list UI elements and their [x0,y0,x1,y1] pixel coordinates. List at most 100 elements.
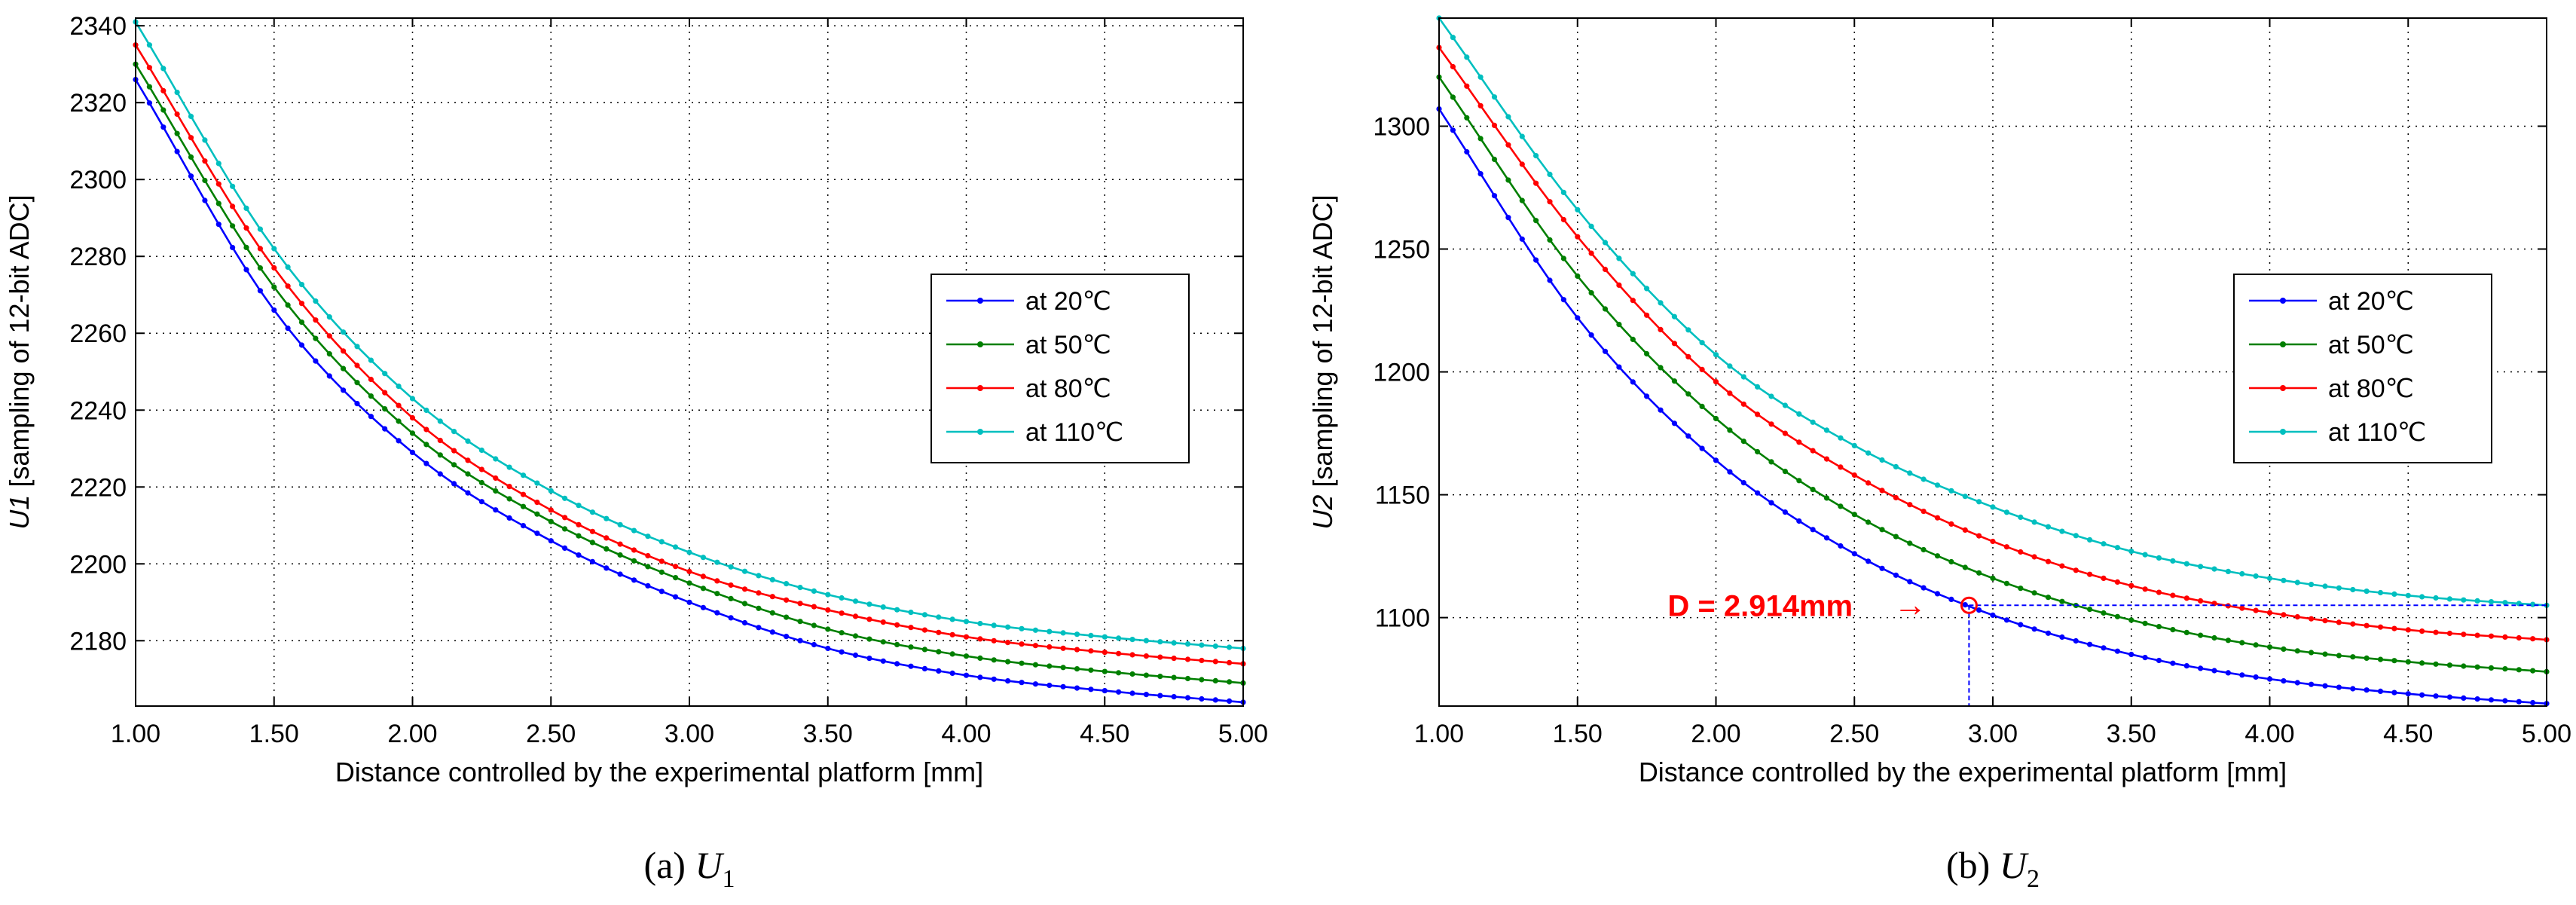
data-point [936,614,942,620]
data-point [977,620,983,627]
data-point [2101,541,2107,547]
data-point [506,484,512,490]
data-point [1671,313,1677,320]
data-point [991,676,997,682]
data-point [230,203,236,209]
data-point [506,496,512,502]
data-point [769,629,775,635]
data-point [2059,563,2065,569]
data-point [2391,591,2397,598]
data-point [1212,659,1218,665]
data-point [1088,648,1094,654]
data-point [146,84,152,90]
data-point [2530,601,2536,607]
data-point [936,649,942,655]
data-point [1116,670,1122,676]
data-point [1129,637,1135,643]
data-point [1171,640,1177,646]
legend: at 20℃ at 50℃ at 80℃ at 110℃ [2233,274,2492,463]
data-point [1102,650,1108,656]
data-point [562,545,568,552]
data-point [382,371,388,377]
data-point [1464,54,1470,60]
data-point [2294,680,2300,686]
data-point [2433,693,2439,699]
data-point [215,222,222,228]
series-markers-4 [1436,15,2550,608]
data-point [1699,403,1705,410]
data-point [589,509,596,515]
data-point [2309,650,2315,656]
data-point [2350,686,2356,692]
data-point [396,438,402,444]
data-point [1184,641,1191,647]
data-point [1851,551,1857,557]
data-point [341,387,347,393]
data-point [2239,605,2245,611]
data-point [396,402,402,408]
data-point [936,668,942,674]
data-point [1866,558,1872,564]
data-point [617,552,623,558]
data-point [1074,666,1080,672]
data-point [604,565,610,571]
data-point [2003,617,2009,623]
data-point [298,342,305,348]
data-point [1866,519,1872,525]
data-point [2073,567,2079,573]
data-point [368,357,374,363]
data-point [1171,674,1177,680]
data-point [2198,564,2204,570]
data-point [1032,662,1038,668]
data-point [908,644,914,650]
data-point [548,488,554,494]
data-point [243,244,249,250]
data-point [1575,206,1581,212]
y-axis-label-symbol: U1 [4,495,35,530]
legend-swatch-marker [2280,385,2286,391]
legend-entry-label: at 20℃ [1025,287,1111,316]
data-point [1588,290,1594,296]
data-point [686,599,692,605]
data-point [2294,579,2300,585]
data-point [1477,102,1484,109]
data-point [2474,632,2480,638]
data-point [2336,585,2342,591]
data-point [1088,632,1094,639]
data-point [1727,427,1733,433]
data-point [2266,644,2273,650]
data-point [2170,592,2176,598]
data-point [1879,527,1885,533]
data-point [354,401,360,407]
data-point [2364,622,2370,628]
data-point [797,585,803,591]
data-point [2391,625,2397,631]
data-point [2045,524,2052,530]
data-point [243,205,249,211]
data-point [2059,528,2065,534]
data-point [2183,595,2189,601]
data-point [2405,627,2411,633]
data-point [852,652,859,659]
data-point [2031,590,2037,596]
data-point [2530,668,2536,674]
panel-caption: (a) U1 [643,844,735,893]
data-point [2419,628,2425,634]
data-point [451,481,457,487]
data-point [2018,549,2024,555]
data-point [2156,624,2162,630]
data-point [298,320,305,326]
data-point [1796,411,1802,417]
data-point [1157,654,1163,660]
data-point [1644,312,1650,318]
data-point [880,619,886,625]
data-point [1907,470,1913,476]
y-tick-label: 2260 [69,320,127,348]
data-point [1116,689,1122,695]
data-point [465,457,471,463]
data-point [243,225,249,231]
data-point [1560,297,1566,303]
caption-subscript: 1 [723,865,735,893]
x-axis-label: Distance controlled by the experimental … [1639,757,2287,787]
x-tick-label: 4.50 [2383,720,2433,748]
